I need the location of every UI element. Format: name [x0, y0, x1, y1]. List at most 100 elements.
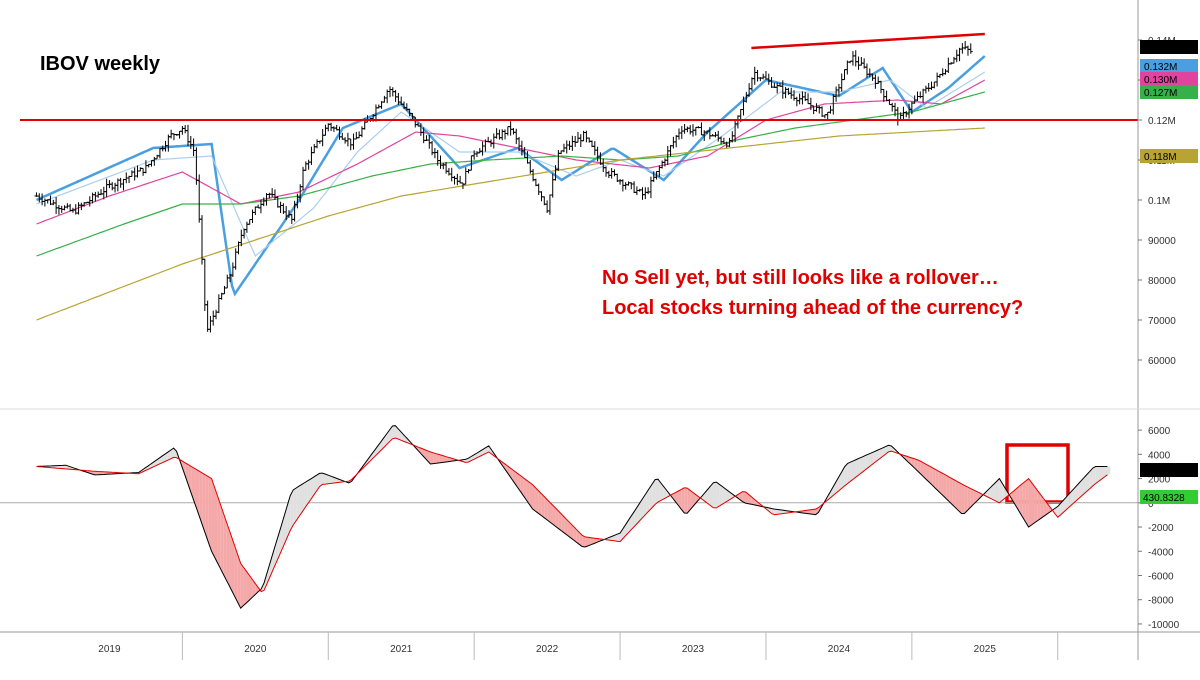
osc-fill	[226, 521, 229, 585]
x-tick-label: 2021	[390, 644, 413, 655]
osc-fill	[296, 486, 299, 521]
osc-fill	[964, 485, 967, 513]
osc-fill	[856, 458, 859, 476]
x-tick-label: 2022	[536, 644, 559, 655]
osc-fill	[1107, 466, 1110, 474]
osc-value-tag: 430.8328	[1140, 490, 1198, 504]
price-tag-label: 0.130M	[1144, 75, 1177, 86]
osc-fill	[859, 457, 862, 475]
osc-fill	[959, 482, 962, 513]
osc-fill	[223, 512, 226, 579]
osc-fill	[585, 537, 588, 547]
osc-fill	[232, 538, 235, 597]
osc-fill	[203, 473, 206, 534]
price-tag: 0.132M	[1140, 59, 1198, 73]
osc-fill	[716, 482, 719, 508]
osc-fill	[206, 475, 209, 543]
osc-fill	[1034, 486, 1037, 523]
price-tag-label: 0.137M	[1144, 43, 1177, 54]
osc-value-tag-label: 430.8328	[1143, 493, 1185, 504]
osc-fill	[996, 479, 999, 503]
osc-fill	[433, 453, 436, 464]
x-tick-label: 2024	[828, 644, 851, 655]
osc-fill	[854, 460, 857, 479]
price-tag: 0.118M	[1140, 149, 1198, 163]
osc-fill	[1037, 490, 1040, 521]
annotation-line-1: No Sell yet, but still looks like a roll…	[602, 267, 999, 289]
x-tick-label: 2019	[98, 644, 121, 655]
price-tag-label: 0.127M	[1144, 88, 1177, 99]
osc-fill	[935, 469, 938, 491]
osc-fill	[1029, 479, 1032, 527]
y-tick-label: 80000	[1148, 276, 1176, 287]
y-tick-label: 0.12M	[1148, 116, 1176, 127]
price-tag: 0.130M	[1140, 72, 1198, 86]
osc-fill	[719, 484, 722, 506]
osc-fill	[1093, 466, 1096, 485]
price-tag-label: 0.132M	[1144, 62, 1177, 73]
osc-fill	[848, 462, 851, 483]
osc-fill	[244, 567, 247, 605]
y-tick-label: 0.1M	[1148, 196, 1170, 207]
osc-fill	[533, 485, 536, 511]
osc-fill	[944, 474, 947, 499]
osc-fill	[947, 476, 950, 502]
x-tick-label: 2020	[244, 644, 267, 655]
osc-fill	[655, 479, 658, 504]
osc-fill	[439, 455, 442, 463]
price-tag-label: 0.118M	[1144, 152, 1177, 163]
osc-value-tag: 2872.6895	[1140, 463, 1198, 477]
y-tick-label: 60000	[1148, 356, 1176, 367]
osc-fill	[851, 461, 854, 481]
osc-fill	[430, 452, 433, 464]
osc-fill	[217, 496, 220, 569]
osc-fill	[938, 471, 941, 494]
osc-fill	[241, 563, 244, 608]
osc-tick-label: -4000	[1148, 547, 1174, 558]
annotation-line-2: Local stocks turning ahead of the curren…	[602, 297, 1023, 319]
osc-fill	[687, 488, 690, 513]
chart-title: IBOV weekly	[40, 53, 161, 75]
y-tick-label: 70000	[1148, 316, 1176, 327]
osc-fill	[956, 481, 959, 511]
osc-fill	[220, 504, 223, 574]
osc-tick-label: -2000	[1148, 523, 1174, 534]
price-tag: 0.137M	[1140, 40, 1198, 54]
osc-fill	[950, 477, 953, 505]
osc-fill	[1023, 481, 1026, 522]
osc-fill	[247, 571, 250, 602]
osc-fill	[436, 454, 439, 464]
osc-value-tag-label: 2872.6895	[1143, 466, 1191, 477]
osc-fill	[684, 488, 687, 513]
osc-fill	[212, 479, 215, 557]
osc-fill	[941, 473, 944, 497]
osc-fill	[535, 488, 538, 514]
osc-fill	[299, 484, 302, 516]
osc-fill	[322, 473, 325, 484]
osc-tick-label: -6000	[1148, 571, 1174, 582]
osc-fill	[214, 487, 217, 563]
osc-fill	[290, 490, 293, 531]
osc-fill	[547, 500, 550, 523]
osc-fill	[967, 487, 970, 511]
osc-fill	[541, 494, 544, 518]
osc-tick-label: -10000	[1148, 620, 1180, 631]
osc-fill	[1031, 482, 1034, 525]
osc-fill	[293, 488, 296, 525]
osc-fill	[1026, 479, 1029, 527]
osc-fill	[325, 474, 328, 484]
osc-fill	[1020, 483, 1023, 517]
osc-fill	[1096, 466, 1099, 483]
osc-tick-label: 4000	[1148, 450, 1171, 461]
osc-fill	[713, 482, 716, 508]
osc-tick-label: -8000	[1148, 596, 1174, 607]
x-tick-label: 2025	[974, 644, 997, 655]
y-tick-label: 90000	[1148, 236, 1176, 247]
osc-fill	[961, 484, 964, 514]
osc-fill	[229, 529, 232, 591]
osc-tick-label: 6000	[1148, 426, 1171, 437]
price-tag: 0.127M	[1140, 85, 1198, 99]
osc-fill	[722, 486, 725, 504]
